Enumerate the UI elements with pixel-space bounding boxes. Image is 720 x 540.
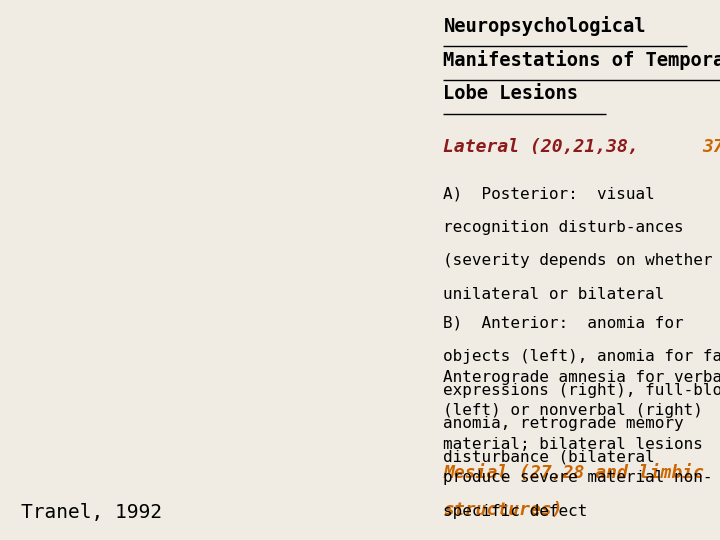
Text: objects (left), anomia for facial: objects (left), anomia for facial [444,349,720,364]
Text: disturbance (bilateral: disturbance (bilateral [444,450,655,465]
Text: Lateral (20,21,38,: Lateral (20,21,38, [444,138,639,156]
Text: Manifestations of Temporal: Manifestations of Temporal [444,50,720,70]
Text: expressions (right), full-blown: expressions (right), full-blown [444,383,720,398]
Text: material; bilateral lesions: material; bilateral lesions [444,437,703,452]
Text: unilateral or bilateral: unilateral or bilateral [444,287,665,302]
Text: (left) or nonverbal (right): (left) or nonverbal (right) [444,403,703,418]
Text: A)  Posterior:  visual: A) Posterior: visual [444,186,655,201]
Text: Neuropsychological: Neuropsychological [444,16,646,36]
Text: specific defect: specific defect [444,504,588,519]
Text: structures): structures) [444,501,563,519]
Text: B)  Anterior:  anomia for: B) Anterior: anomia for [444,316,684,331]
Text: (severity depends on whether: (severity depends on whether [444,253,713,268]
Text: Lobe Lesions: Lobe Lesions [444,84,578,103]
Text: anomia, retrograde memory: anomia, retrograde memory [444,416,684,431]
Text: Tranel, 1992: Tranel, 1992 [22,503,163,522]
Text: Mesial (27,28 and limbic: Mesial (27,28 and limbic [444,464,704,482]
Text: produce severe material non-: produce severe material non- [444,470,713,485]
Text: Anterograde amnesia for verbal: Anterograde amnesia for verbal [444,370,720,385]
Text: 37): 37) [703,138,720,156]
Text: recognition disturb-ances: recognition disturb-ances [444,220,684,235]
